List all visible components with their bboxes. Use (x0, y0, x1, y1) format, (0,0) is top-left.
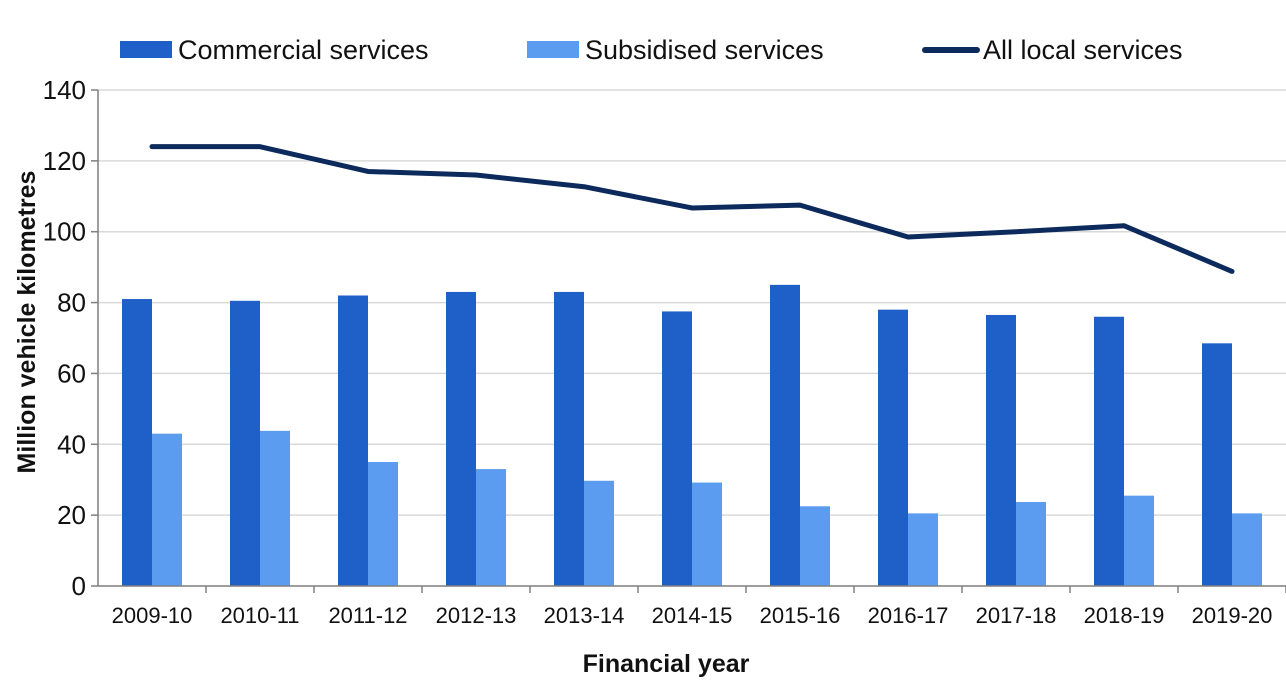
x-tick-label: 2018-19 (1084, 603, 1165, 628)
x-tick-label: 2010-11 (220, 603, 299, 628)
line-point (1123, 225, 1125, 227)
bar-subsidised-services (692, 482, 722, 586)
bar-commercial-services (230, 300, 260, 586)
bar-commercial-services (986, 314, 1016, 586)
line-point (259, 146, 261, 148)
legend-label: Subsidised services (585, 35, 824, 65)
y-tick-label: 40 (57, 429, 86, 459)
legend-swatch (120, 41, 172, 58)
y-tick-label: 120 (43, 146, 86, 176)
bar-subsidised-services (800, 506, 830, 586)
y-tick-label: 80 (57, 288, 86, 318)
y-tick-label: 60 (57, 358, 86, 388)
bar-commercial-services (338, 295, 368, 586)
x-tick-label: 2019-20 (1192, 603, 1273, 628)
bar-commercial-services (122, 299, 152, 586)
line-point (151, 146, 153, 148)
y-tick-label: 0 (72, 571, 86, 601)
bar-subsidised-services (584, 480, 614, 586)
x-tick-label: 2011-12 (328, 603, 407, 628)
bar-commercial-services (1094, 316, 1124, 586)
line-point (691, 207, 693, 209)
bar-commercial-services (446, 291, 476, 586)
x-tick-label: 2017-18 (976, 603, 1057, 628)
y-axis-title: Million vehicle kilometres (13, 171, 41, 474)
legend-label: Commercial services (178, 35, 429, 65)
bar-subsidised-services (260, 430, 290, 586)
line-point (1015, 231, 1017, 233)
y-tick-label: 20 (57, 500, 86, 530)
bar-subsidised-services (908, 513, 938, 586)
bars (122, 284, 1262, 586)
legend: Commercial services Subsidised services Al… (120, 35, 1183, 65)
bar-commercial-services (1202, 343, 1232, 586)
bar-commercial-services (770, 284, 800, 586)
y-tick-label: 100 (43, 217, 86, 247)
line-series (149, 144, 1235, 274)
bar-commercial-services (878, 309, 908, 586)
line-point (583, 186, 585, 188)
line-point (367, 170, 369, 172)
bar-subsidised-services (476, 469, 506, 586)
x-tick-label: 2012-13 (436, 603, 517, 628)
bar-subsidised-services (1232, 513, 1262, 586)
x-tick-label: 2015-16 (760, 603, 841, 628)
bar-subsidised-services (368, 462, 398, 586)
line-point (907, 236, 909, 238)
bar-subsidised-services (1016, 502, 1046, 586)
bar-commercial-services (662, 311, 692, 586)
x-tick-label: 2009-10 (112, 603, 193, 628)
line-point (799, 204, 801, 206)
x-tick-label: 2014-15 (652, 603, 733, 628)
line-point (1231, 270, 1233, 272)
bar-subsidised-services (1124, 495, 1154, 586)
legend-swatch (527, 41, 579, 58)
x-axis-title: Financial year (583, 650, 750, 678)
line-all-local-services (149, 144, 1235, 274)
x-tick-label: 2016-17 (868, 603, 949, 628)
legend-label: All local services (983, 35, 1183, 65)
axes: 0 20 40 60 80 100 120 140 2009-10 2010-11 2011-12 2… (43, 75, 1286, 628)
y-tick-label: 140 (43, 75, 86, 105)
line-point (475, 174, 477, 176)
x-tick-label: 2013-14 (544, 603, 625, 628)
bar-commercial-services (554, 291, 584, 586)
bar-subsidised-services (152, 433, 182, 586)
